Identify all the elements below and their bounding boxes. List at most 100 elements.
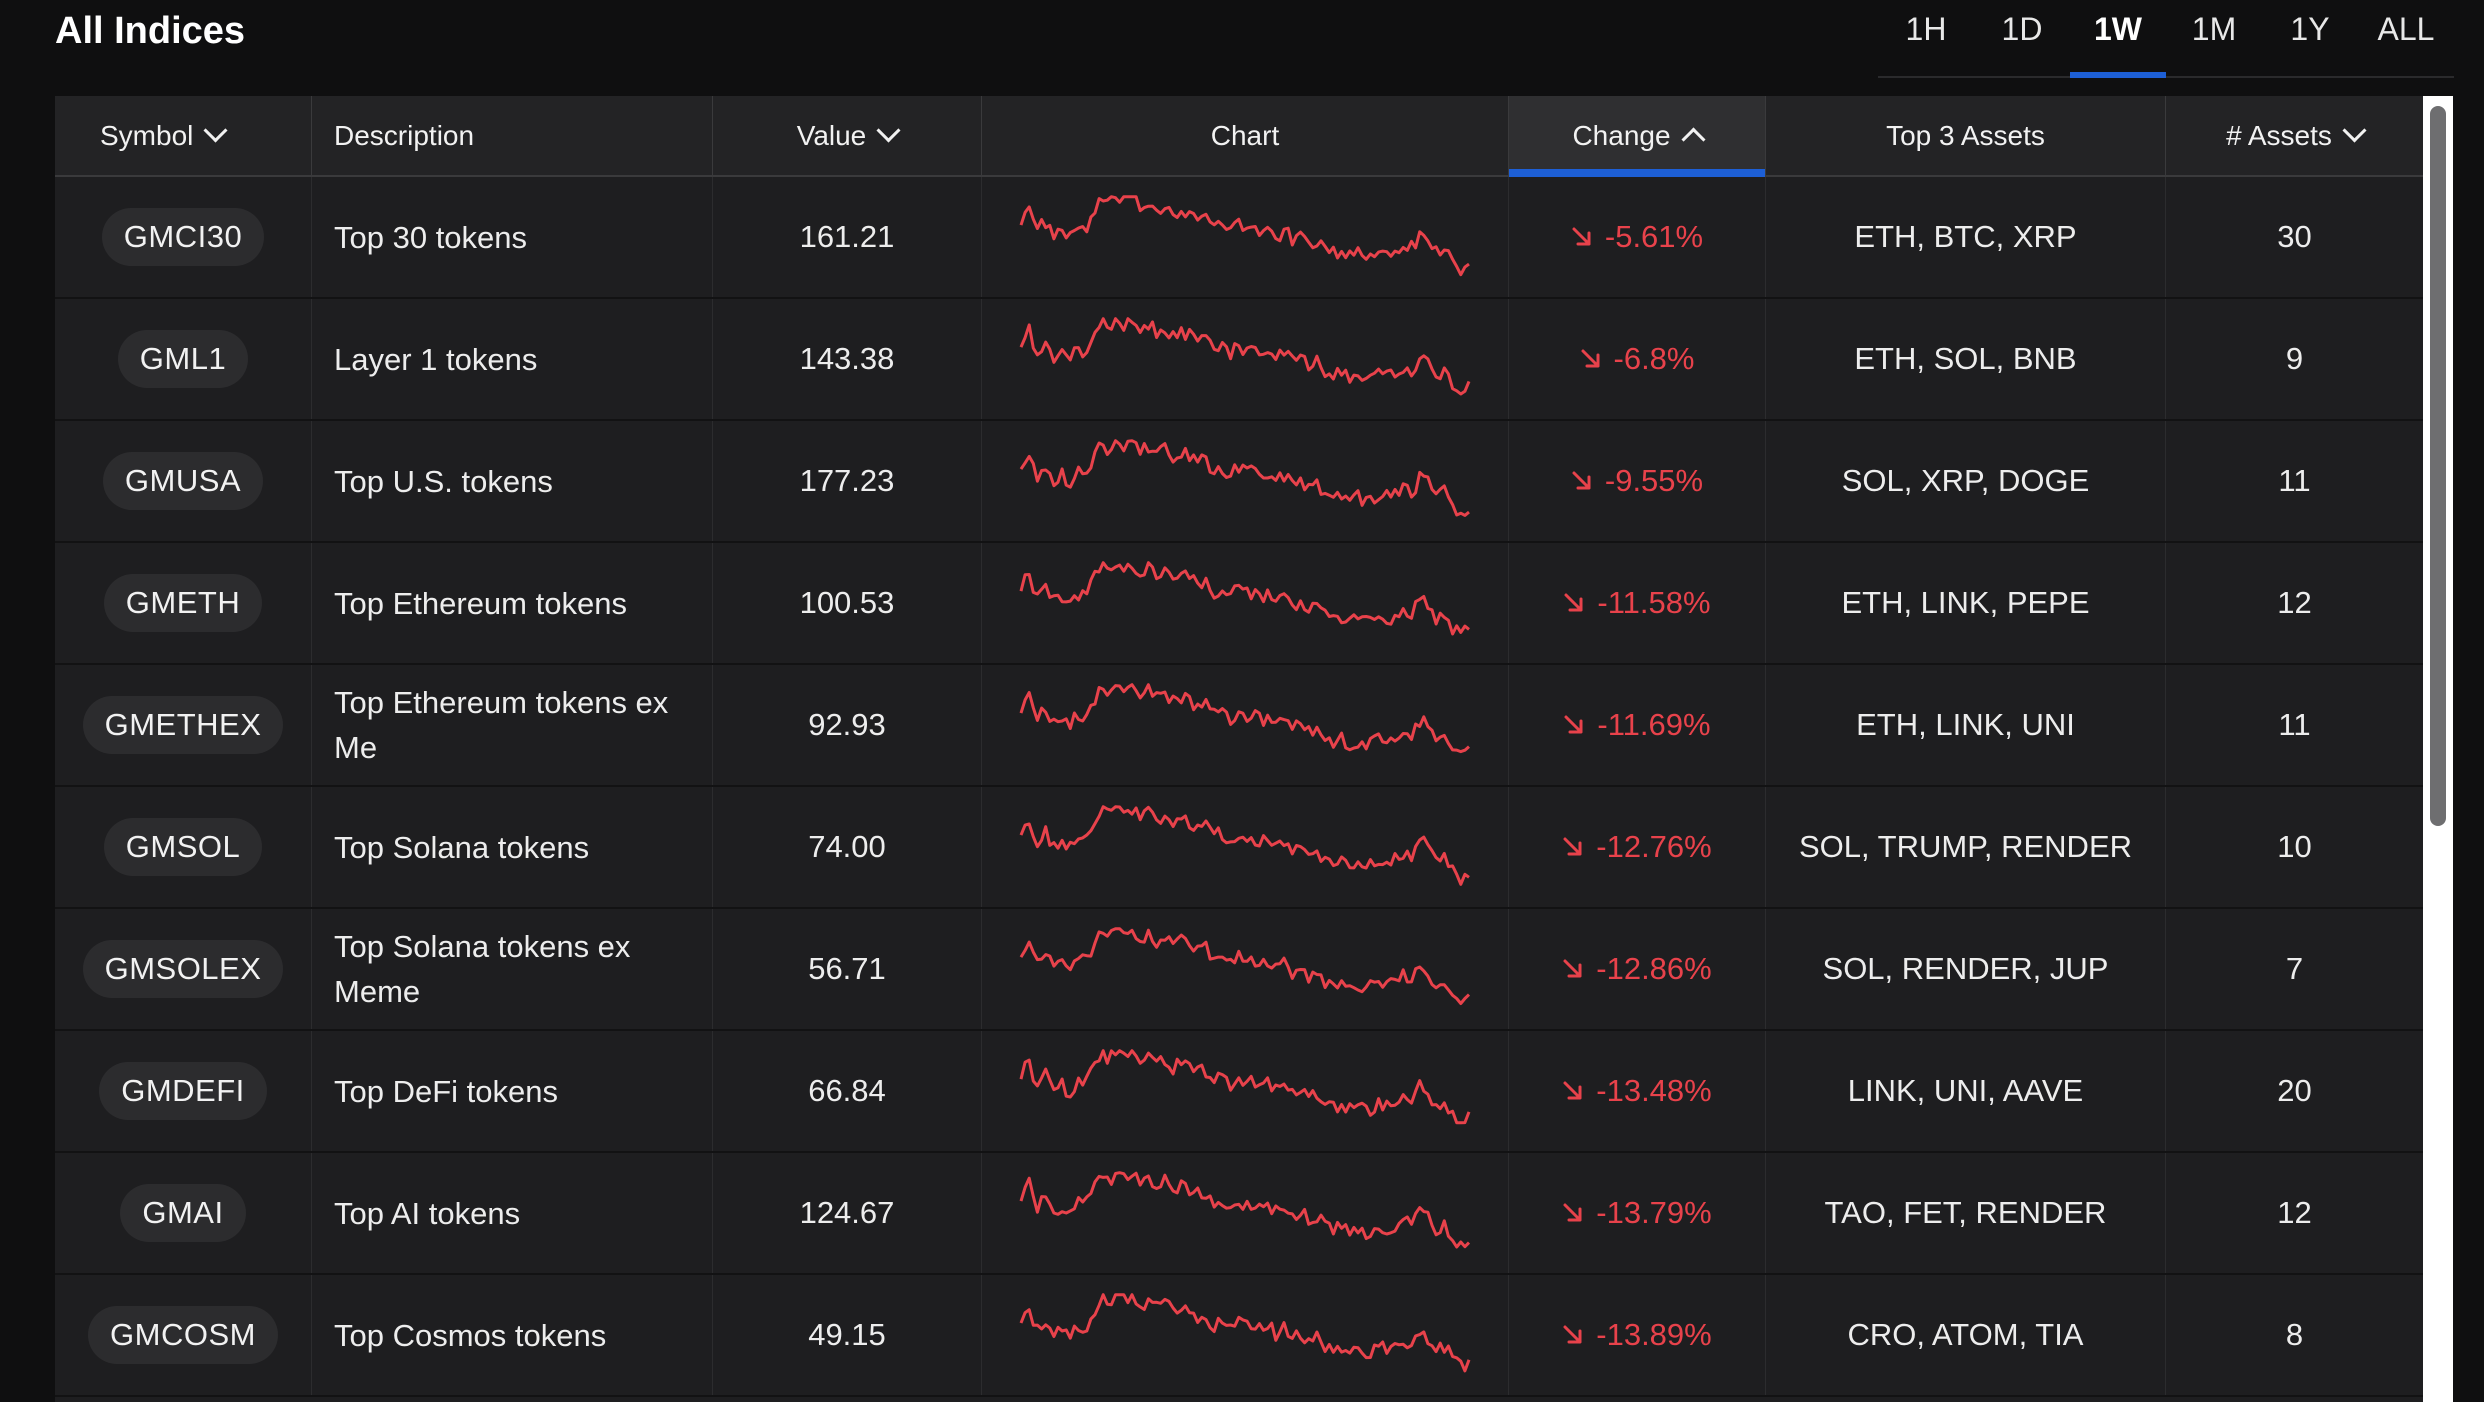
symbol-pill[interactable]: GMETHEX <box>82 696 284 754</box>
sparkline-line <box>1019 805 1470 886</box>
sparkline-cell <box>982 299 1509 419</box>
table-row[interactable]: GMSOL Top Solana tokens 74.00 -12.76% SOL, T… <box>55 787 2453 909</box>
symbol-cell: GMETH <box>55 543 312 663</box>
table-row[interactable]: GMETH Top Ethereum tokens 100.53 -11.58% ETH… <box>55 543 2453 665</box>
page-title: All Indices <box>55 10 246 52</box>
top-assets-cell: ETH, LINK, UNI <box>1766 665 2166 785</box>
sparkline-line <box>1019 683 1470 754</box>
num-assets-text: 12 <box>2277 1195 2312 1230</box>
value-cell: 124.67 <box>713 1153 982 1273</box>
table-row[interactable]: GMSOLEX Top Solana tokens ex Meme 56.71 -12… <box>55 909 2453 1031</box>
table-row[interactable]: GMAI Top AI tokens 124.67 -13.79% TAO, FET, … <box>55 1153 2453 1275</box>
sparkline-chart <box>1019 439 1470 517</box>
sparkline-line <box>1019 1049 1471 1125</box>
description-text: Top AI tokens <box>334 1195 521 1231</box>
tab-1y[interactable]: 1Y <box>2290 10 2330 47</box>
arrow-down-right-icon <box>1563 1081 1582 1100</box>
symbol-cell: GML1 <box>55 299 312 419</box>
symbol-cell: GMETHEX <box>55 665 312 785</box>
value-cell: 100.53 <box>713 543 982 663</box>
top-assets-cell: TAO, FET, RENDER <box>1766 1153 2166 1273</box>
num-assets-text: 7 <box>2285 951 2304 986</box>
change-text: -11.69% <box>1597 707 1711 742</box>
header-value[interactable]: Value <box>713 96 982 175</box>
table-row[interactable]: GMDEFI Top DeFi tokens 66.84 -13.48% LINK, U… <box>55 1031 2453 1153</box>
symbol-pill[interactable]: GMSOLEX <box>82 940 284 998</box>
symbol-pill[interactable]: GMSOL <box>103 818 263 876</box>
symbol-pill[interactable]: GMCOSM <box>88 1306 278 1364</box>
symbol-pill[interactable]: GMCI30 <box>101 208 265 266</box>
top-assets-text: SOL, RENDER, JUP <box>1822 951 2109 986</box>
table-row[interactable]: GMCOSM Top Cosmos tokens 49.15 -13.89% CRO, … <box>55 1275 2453 1397</box>
tab-1d[interactable]: 1D <box>2001 10 2043 47</box>
num-assets-text: 20 <box>2277 1073 2312 1108</box>
table-row[interactable]: GMETHEX Top Ethereum tokens ex Me 92.93 -11… <box>55 665 2453 787</box>
change-cell: -13.89% <box>1509 1275 1766 1395</box>
arrow-down-right-icon <box>1572 227 1591 246</box>
change-value: -12.86% <box>1562 951 1712 987</box>
tab-1h[interactable]: 1H <box>1905 10 1947 47</box>
change-value: -6.8% <box>1580 341 1694 377</box>
change-cell: -6.8% <box>1509 299 1766 419</box>
description-text: Top DeFi tokens <box>334 1073 558 1109</box>
change-text: -13.48% <box>1596 1073 1712 1108</box>
table-row[interactable]: GMUSA Top U.S. tokens 177.23 -9.55% SOL, XRP… <box>55 421 2453 543</box>
value-cell: 74.00 <box>713 787 982 907</box>
tab-all[interactable]: ALL <box>2377 10 2435 47</box>
num-assets-text: 12 <box>2277 585 2312 620</box>
header-description-label: Description <box>334 119 475 151</box>
header-symbol[interactable]: Symbol <box>55 96 312 175</box>
value-text: 74.00 <box>808 829 886 864</box>
header-description: Description <box>312 96 713 175</box>
header-change[interactable]: Change <box>1509 96 1766 177</box>
table-row[interactable]: GMCI30 Top 30 tokens 161.21 -5.61% ETH, BTC,… <box>55 177 2453 299</box>
top-assets-cell: SOL, RENDER, JUP <box>1766 909 2166 1029</box>
description-text: Layer 1 tokens <box>334 341 538 377</box>
value-text: 92.93 <box>808 707 886 742</box>
symbol-pill[interactable]: GMETH <box>103 574 263 632</box>
tab-1w[interactable]: 1W <box>2070 0 2166 78</box>
value-text: 100.53 <box>799 585 895 620</box>
description-cell: Top Solana tokens ex Meme <box>312 909 713 1029</box>
num-assets-cell: 10 <box>2166 787 2423 907</box>
sparkline-cell <box>982 177 1509 297</box>
change-value: -11.58% <box>1563 585 1711 621</box>
chevron-down-icon <box>203 118 228 143</box>
change-text: -13.79% <box>1596 1195 1712 1230</box>
symbol-cell: GMCI30 <box>55 177 312 297</box>
chevron-down-icon <box>2342 118 2367 143</box>
symbol-pill[interactable]: GMAI <box>120 1184 246 1242</box>
top-assets-text: ETH, LINK, PEPE <box>1841 585 2090 620</box>
num-assets-text: 11 <box>2278 463 2311 498</box>
tab-1m[interactable]: 1M <box>2191 10 2237 47</box>
num-assets-cell: 20 <box>2166 1031 2423 1151</box>
arrow-down-right-icon <box>1563 837 1582 856</box>
description-cell: Top 30 tokens <box>312 177 713 297</box>
sparkline-line <box>1019 1171 1471 1249</box>
description-cell: Top U.S. tokens <box>312 421 713 541</box>
vertical-scrollbar[interactable] <box>2423 96 2453 1402</box>
change-value: -12.76% <box>1562 829 1712 865</box>
change-text: -5.61% <box>1604 219 1704 254</box>
change-value: -13.89% <box>1562 1317 1712 1353</box>
num-assets-cell: 11 <box>2166 665 2423 785</box>
header-num-assets[interactable]: # Assets <box>2166 96 2423 175</box>
top-assets-cell: SOL, XRP, DOGE <box>1766 421 2166 541</box>
num-assets-text: 9 <box>2285 341 2304 376</box>
change-value: -13.79% <box>1562 1195 1712 1231</box>
description-cell: Top Cosmos tokens <box>312 1275 713 1395</box>
table-row[interactable]: GML1 Layer 1 tokens 143.38 -6.8% ETH, SOL, B… <box>55 299 2453 421</box>
chevron-up-icon <box>1681 127 1706 152</box>
symbol-pill[interactable]: GMUSA <box>102 452 264 510</box>
symbol-pill[interactable]: GMDEFI <box>99 1062 267 1120</box>
value-text: 177.23 <box>799 463 895 498</box>
table-body: GMCI30 Top 30 tokens 161.21 -5.61% ETH, BTC,… <box>55 177 2453 1397</box>
sparkline-line <box>1019 1293 1471 1373</box>
change-cell: -13.79% <box>1509 1153 1766 1273</box>
description-cell: Layer 1 tokens <box>312 299 713 419</box>
scrollbar-thumb[interactable] <box>2430 106 2446 826</box>
sparkline-cell <box>982 1031 1509 1151</box>
symbol-pill[interactable]: GML1 <box>117 330 249 388</box>
sparkline-chart <box>1019 683 1470 754</box>
